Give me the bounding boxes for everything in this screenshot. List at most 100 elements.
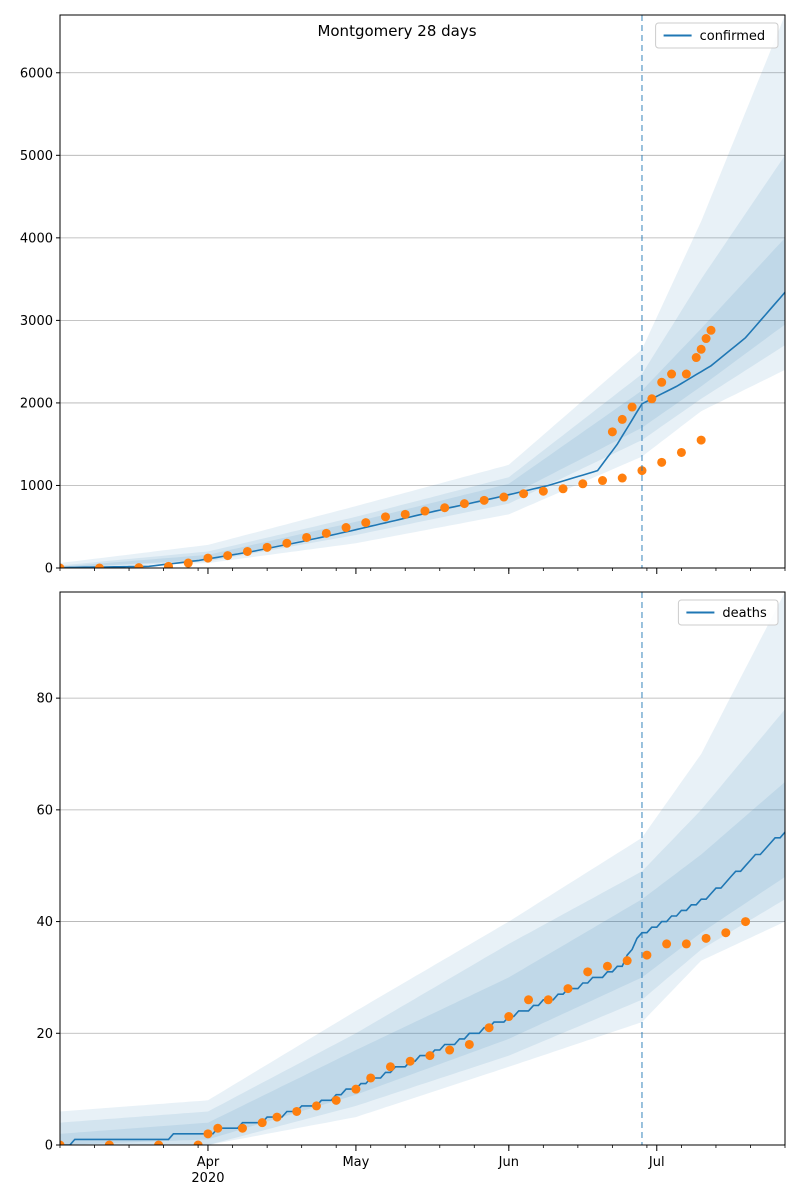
observed-point — [321, 528, 331, 538]
observed-point — [484, 1023, 494, 1033]
observed-point — [104, 1140, 114, 1145]
observed-point — [420, 506, 430, 516]
observed-point — [445, 1045, 455, 1055]
observed-point — [617, 473, 627, 483]
legend: confirmed — [655, 22, 779, 49]
observed-point — [676, 447, 686, 457]
observed-point — [696, 344, 706, 354]
confirmed-panel: 0 1000 2000 3000 4000 5000 6000 confirmed — [20, 14, 786, 577]
legend-box — [655, 22, 779, 49]
observed-point — [741, 917, 751, 927]
observed-point — [681, 369, 691, 379]
observed-point — [257, 1118, 267, 1128]
observed-point — [681, 939, 691, 949]
x-tick-label: Jun — [498, 1155, 519, 1170]
observed-point — [538, 486, 548, 496]
observed-point — [203, 553, 213, 563]
y-tick-label: 2000 — [20, 396, 53, 411]
plot-area — [60, 592, 785, 1145]
observed-point — [662, 939, 672, 949]
observed-point — [183, 558, 193, 568]
observed-point — [701, 334, 711, 344]
observed-point — [351, 1084, 361, 1094]
observed-point — [583, 967, 593, 977]
axes-frame — [59, 14, 786, 569]
observed-point — [405, 1056, 415, 1066]
observed-point — [193, 1140, 203, 1145]
observed-point — [706, 325, 716, 335]
legend-box — [677, 599, 779, 626]
y-tick-label: 5000 — [20, 149, 53, 164]
observed-point — [282, 538, 292, 548]
observed-point — [381, 512, 391, 522]
x-tick-label: Apr — [197, 1155, 220, 1170]
observed-point — [361, 518, 371, 528]
y-tick-label: 3000 — [20, 314, 53, 329]
observed-point — [607, 427, 617, 437]
observed-point — [642, 950, 652, 960]
observed-point — [366, 1073, 376, 1083]
observed-point — [203, 1129, 213, 1139]
observed-point — [499, 492, 509, 502]
observed-point — [657, 377, 667, 387]
observed-point — [60, 563, 65, 568]
x-tick-label: Jul — [648, 1155, 665, 1170]
legend-label: confirmed — [700, 29, 766, 44]
observed-point — [627, 402, 637, 412]
plot-area — [60, 15, 785, 568]
observed-point — [385, 1062, 395, 1072]
observed-point — [657, 457, 667, 467]
observed-point — [479, 495, 489, 505]
observed-point — [617, 414, 627, 424]
observed-point — [464, 1039, 474, 1049]
observed-point — [691, 353, 701, 363]
observed-point — [558, 484, 568, 494]
legend: deaths — [677, 599, 779, 626]
legend-label: deaths — [722, 606, 767, 621]
observed-point — [134, 563, 144, 568]
observed-point — [164, 561, 174, 568]
axes-frame — [59, 591, 786, 1146]
observed-point — [622, 956, 632, 966]
y-tick-label: 0 — [45, 562, 53, 577]
observed-point — [524, 995, 534, 1005]
x-tick-label: May — [342, 1155, 369, 1170]
observed-point — [262, 542, 272, 552]
observed-point — [602, 961, 612, 971]
uncertainty-band-2 — [60, 709, 785, 1145]
y-tick-label: 40 — [36, 915, 53, 930]
observed-point — [223, 551, 233, 561]
observed-point — [563, 984, 573, 994]
y-tick-label: 60 — [36, 803, 53, 818]
observed-point — [598, 476, 608, 486]
observed-point — [94, 563, 104, 568]
observed-point — [311, 1101, 321, 1111]
observed-point — [425, 1051, 435, 1061]
observed-point — [292, 1106, 302, 1116]
observed-point — [519, 489, 529, 499]
observed-point — [272, 1112, 282, 1122]
y-tick-label: 1000 — [20, 479, 53, 494]
observed-point — [302, 532, 312, 542]
observed-point — [440, 503, 450, 513]
observed-point — [400, 509, 410, 519]
uncertainty-band-3 — [60, 237, 785, 568]
y-tick-label: 20 — [36, 1027, 53, 1042]
y-tick-label: 80 — [36, 692, 53, 707]
observed-point — [696, 435, 706, 445]
y-tick-label: 0 — [45, 1139, 53, 1154]
observed-point — [504, 1012, 514, 1022]
observed-point — [213, 1123, 223, 1133]
observed-point — [341, 523, 351, 533]
observed-point — [721, 928, 731, 938]
observed-point — [647, 394, 657, 404]
observed-point — [60, 1140, 65, 1145]
observed-point — [701, 933, 711, 943]
chart-title: Montgomery 28 days — [317, 22, 476, 40]
observed-point — [667, 369, 677, 379]
observed-point — [331, 1095, 341, 1105]
observed-point — [578, 479, 588, 489]
observed-point — [237, 1123, 247, 1133]
